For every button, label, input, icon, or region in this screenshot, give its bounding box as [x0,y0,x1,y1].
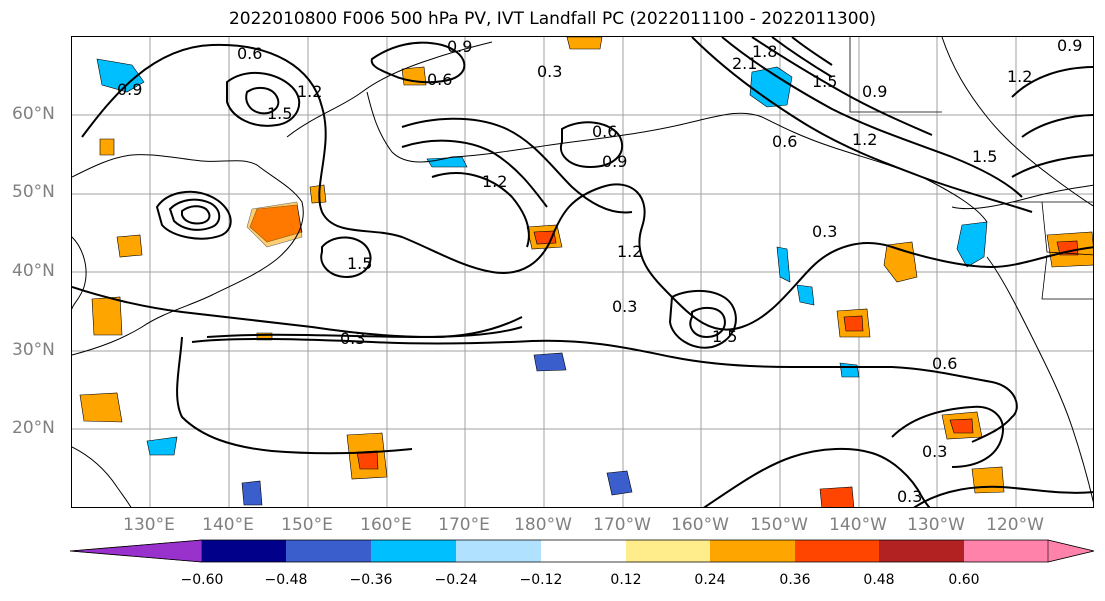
contour-label: 1.2 [297,82,322,101]
colorbar-swatch [964,540,1048,562]
map-panel: 0.6 0.6 0.6 0.6 0.6 0.9 0.9 0.9 0.9 0.9 … [71,36,1094,508]
lat-label-40n: 40°N [12,261,55,281]
colorbar-tick: −0.36 [349,572,393,588]
colorbar-outline [69,539,1095,563]
contour-label: 1.5 [972,147,997,166]
colorbar-swatch [456,540,541,562]
colorbar-tick: −0.24 [434,572,478,588]
contour-labels: 0.6 0.6 0.6 0.6 0.6 0.9 0.9 0.9 0.9 0.9 … [117,37,1082,506]
colorbar-swatch [202,540,286,562]
lon-label-150w: 150°W [750,515,808,535]
colorbar-swatch [879,540,964,562]
coastlines [72,37,1093,507]
contour-label: 0.6 [772,132,797,151]
contour-label: 1.5 [812,72,837,91]
lat-label-20n: 20°N [12,418,55,438]
contour-label: 0.3 [537,62,562,81]
contour-label: 0.9 [1057,37,1082,55]
colorbar-swatch [541,540,626,562]
colorbar-extend-low [69,539,203,563]
lon-label-170e: 170°E [438,515,490,535]
contour-label: 1.8 [752,42,777,61]
lon-label-160e: 160°E [360,515,412,535]
lon-label-120w: 120°W [986,515,1044,535]
borders [849,37,1093,300]
lon-label-140e: 140°E [202,515,254,535]
colorbar-extend-high [1047,539,1095,563]
contour-label: 2.1 [732,54,757,73]
contour-label: 0.3 [340,329,365,348]
ivt-anomaly-shading [79,37,1093,507]
contour-label: 0.3 [897,487,922,506]
colorbar-tick: −0.12 [519,572,563,588]
contour-label: 1.2 [482,172,507,191]
colorbar-swatch [626,540,710,562]
contour-label: 1.5 [347,254,372,273]
lon-label-130e: 130°E [123,515,175,535]
contour-label: 0.9 [862,82,887,101]
colorbar-swatch [795,540,879,562]
contour-label: 1.2 [852,130,877,149]
lon-label-130w: 130°W [907,515,965,535]
lon-label-150e: 150°E [281,515,333,535]
contour-label: 1.2 [617,242,642,261]
contour-label: 0.9 [117,80,142,99]
figure-title: 2022010800 F006 500 hPa PV, IVT Landfall… [228,9,876,29]
colorbar-swatch [710,540,795,562]
colorbar-tick: −0.48 [264,572,308,588]
colorbar-tick: 0.36 [779,572,811,588]
colorbar [69,539,1095,563]
colorbar-tick: 0.24 [694,572,726,588]
contour-label: 0.3 [812,222,837,241]
contour-label: 0.6 [932,354,957,373]
lon-label-180w: 180°W [514,515,572,535]
pv-contours [72,37,1093,507]
contour-label: 0.9 [602,152,627,171]
contour-label: 0.3 [612,297,637,316]
contour-label: 0.6 [237,44,262,63]
map-canvas: 0.6 0.6 0.6 0.6 0.6 0.9 0.9 0.9 0.9 0.9 … [72,37,1093,507]
graticule [72,37,1093,507]
colorbar-swatch [371,540,456,562]
lat-label-50n: 50°N [12,182,55,202]
lon-label-170w: 170°W [593,515,651,535]
colorbar-tick: −0.60 [180,572,224,588]
colorbar-tick: 0.60 [948,572,980,588]
lat-label-30n: 30°N [12,340,55,360]
contour-label: 1.5 [267,104,292,123]
contour-label: 0.6 [427,70,452,89]
contour-label: 0.3 [922,442,947,461]
contour-label: 1.5 [712,327,737,346]
lon-label-160w: 160°W [671,515,729,535]
contour-label: 1.2 [1007,67,1032,86]
colorbar-tick: 0.12 [610,572,642,588]
colorbar-tick: 0.48 [863,572,895,588]
colorbar-swatch [286,540,371,562]
contour-label: 0.6 [592,122,617,141]
lon-label-140w: 140°W [829,515,887,535]
lat-label-60n: 60°N [12,104,55,124]
contour-label: 0.9 [447,37,472,56]
